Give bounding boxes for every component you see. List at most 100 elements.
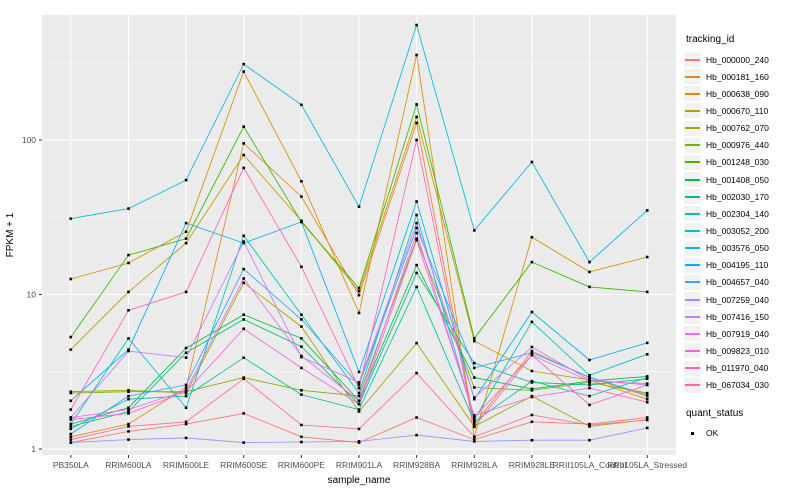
data-point <box>127 394 130 398</box>
data-point <box>530 349 534 353</box>
data-point <box>184 241 188 245</box>
data-point <box>357 408 361 411</box>
data-point <box>127 408 130 411</box>
data-point <box>473 422 476 426</box>
data-point <box>588 403 591 407</box>
x-axis-title: sample_name <box>328 475 391 486</box>
legend: tracking_id Hb_000000_240 Hb_000181_160 Hb… <box>684 34 796 442</box>
data-point <box>300 313 303 316</box>
data-point <box>300 423 303 427</box>
data-point <box>588 394 591 398</box>
data-point <box>184 383 188 387</box>
data-point <box>300 366 303 370</box>
data-point <box>530 260 534 264</box>
data-point <box>415 237 418 240</box>
data-point <box>184 221 188 225</box>
legend-item: Hb_067034_030 <box>684 377 796 394</box>
data-point <box>357 311 361 315</box>
data-point <box>242 412 245 415</box>
legend-item-label: Hb_004195_110 <box>706 260 769 271</box>
y-tick-label: 10 <box>27 290 37 300</box>
data-point <box>530 438 534 442</box>
data-point <box>127 422 130 426</box>
data-point <box>645 353 649 356</box>
x-tick-label: PB350LA <box>53 460 89 470</box>
legend-item-label: Hb_000181_160 <box>706 71 769 82</box>
data-point <box>242 125 245 128</box>
data-point <box>242 277 245 280</box>
data-point <box>530 235 534 239</box>
data-point <box>530 320 534 324</box>
data-point <box>300 180 303 183</box>
data-point <box>530 310 534 314</box>
data-point <box>415 23 418 27</box>
legend-item: Hb_000762_070 <box>684 120 796 137</box>
data-point <box>357 391 361 395</box>
quant-status-label: OK <box>706 428 719 439</box>
data-point <box>645 383 649 387</box>
data-point <box>530 345 534 349</box>
data-point <box>530 381 534 384</box>
data-point <box>242 281 245 285</box>
data-point <box>415 371 418 375</box>
legend-item: Hb_000181_160 <box>684 68 796 85</box>
data-point <box>415 103 418 106</box>
data-point <box>357 383 361 387</box>
data-point <box>242 441 245 444</box>
legend-title-quant-status: quant_status <box>686 407 744 419</box>
legend-item-label: Hb_007919_040 <box>706 328 769 339</box>
data-point <box>415 271 418 275</box>
legend-item: Hb_007259_040 <box>684 291 796 308</box>
legend-key-line-icon <box>684 103 701 119</box>
data-point <box>473 420 476 424</box>
legend-key-line-icon <box>684 223 701 239</box>
data-point <box>645 255 649 259</box>
data-point <box>473 414 476 417</box>
data-point <box>530 353 534 357</box>
data-point <box>530 389 534 392</box>
data-point <box>127 207 130 210</box>
legend-item: Hb_007416_150 <box>684 308 796 325</box>
data-point <box>415 121 418 125</box>
legend-item: Hb_011970_040 <box>684 360 796 377</box>
data-point <box>300 325 303 328</box>
legend-key-line-icon <box>684 206 701 222</box>
data-point <box>69 427 73 431</box>
data-point <box>300 337 303 340</box>
legend-item-label: Hb_000670_110 <box>706 105 769 116</box>
legend-key-line-icon <box>684 189 701 205</box>
data-point <box>69 435 73 439</box>
legend-item: Hb_007919_040 <box>684 325 796 342</box>
data-point <box>300 354 303 358</box>
data-point <box>127 389 130 392</box>
data-point <box>415 53 418 57</box>
data-point <box>473 386 476 389</box>
x-tick-label: RRIM600PE <box>278 460 326 470</box>
data-point <box>588 438 591 442</box>
quant-status-legend: quant_status OK <box>684 408 796 442</box>
data-point <box>300 318 303 321</box>
x-tick-label: RRIM901LA <box>336 460 383 470</box>
data-point <box>69 391 73 395</box>
quant-status-point-icon <box>684 426 701 441</box>
data-point <box>588 379 591 383</box>
data-point <box>127 410 130 413</box>
data-point <box>645 341 649 345</box>
data-point <box>127 412 130 415</box>
data-point <box>588 381 591 384</box>
legend-item: Hb_003576_050 <box>684 240 796 257</box>
data-point <box>357 205 361 208</box>
legend-key-line-icon <box>684 274 701 290</box>
data-point <box>300 195 303 198</box>
x-tick-label: RRIM600SE <box>220 460 268 470</box>
data-point <box>242 153 245 157</box>
data-point <box>69 399 73 403</box>
legend-item-label: Hb_000762_070 <box>706 123 769 134</box>
data-point <box>645 391 649 395</box>
legend-title-tracking-id: tracking_id <box>686 34 735 45</box>
legend-key-line-icon <box>684 154 701 170</box>
y-tick-label: 1 <box>31 444 36 454</box>
legend-item: Hb_000638_090 <box>684 85 796 102</box>
legend-key-line-icon <box>684 360 701 376</box>
data-point <box>69 408 73 411</box>
